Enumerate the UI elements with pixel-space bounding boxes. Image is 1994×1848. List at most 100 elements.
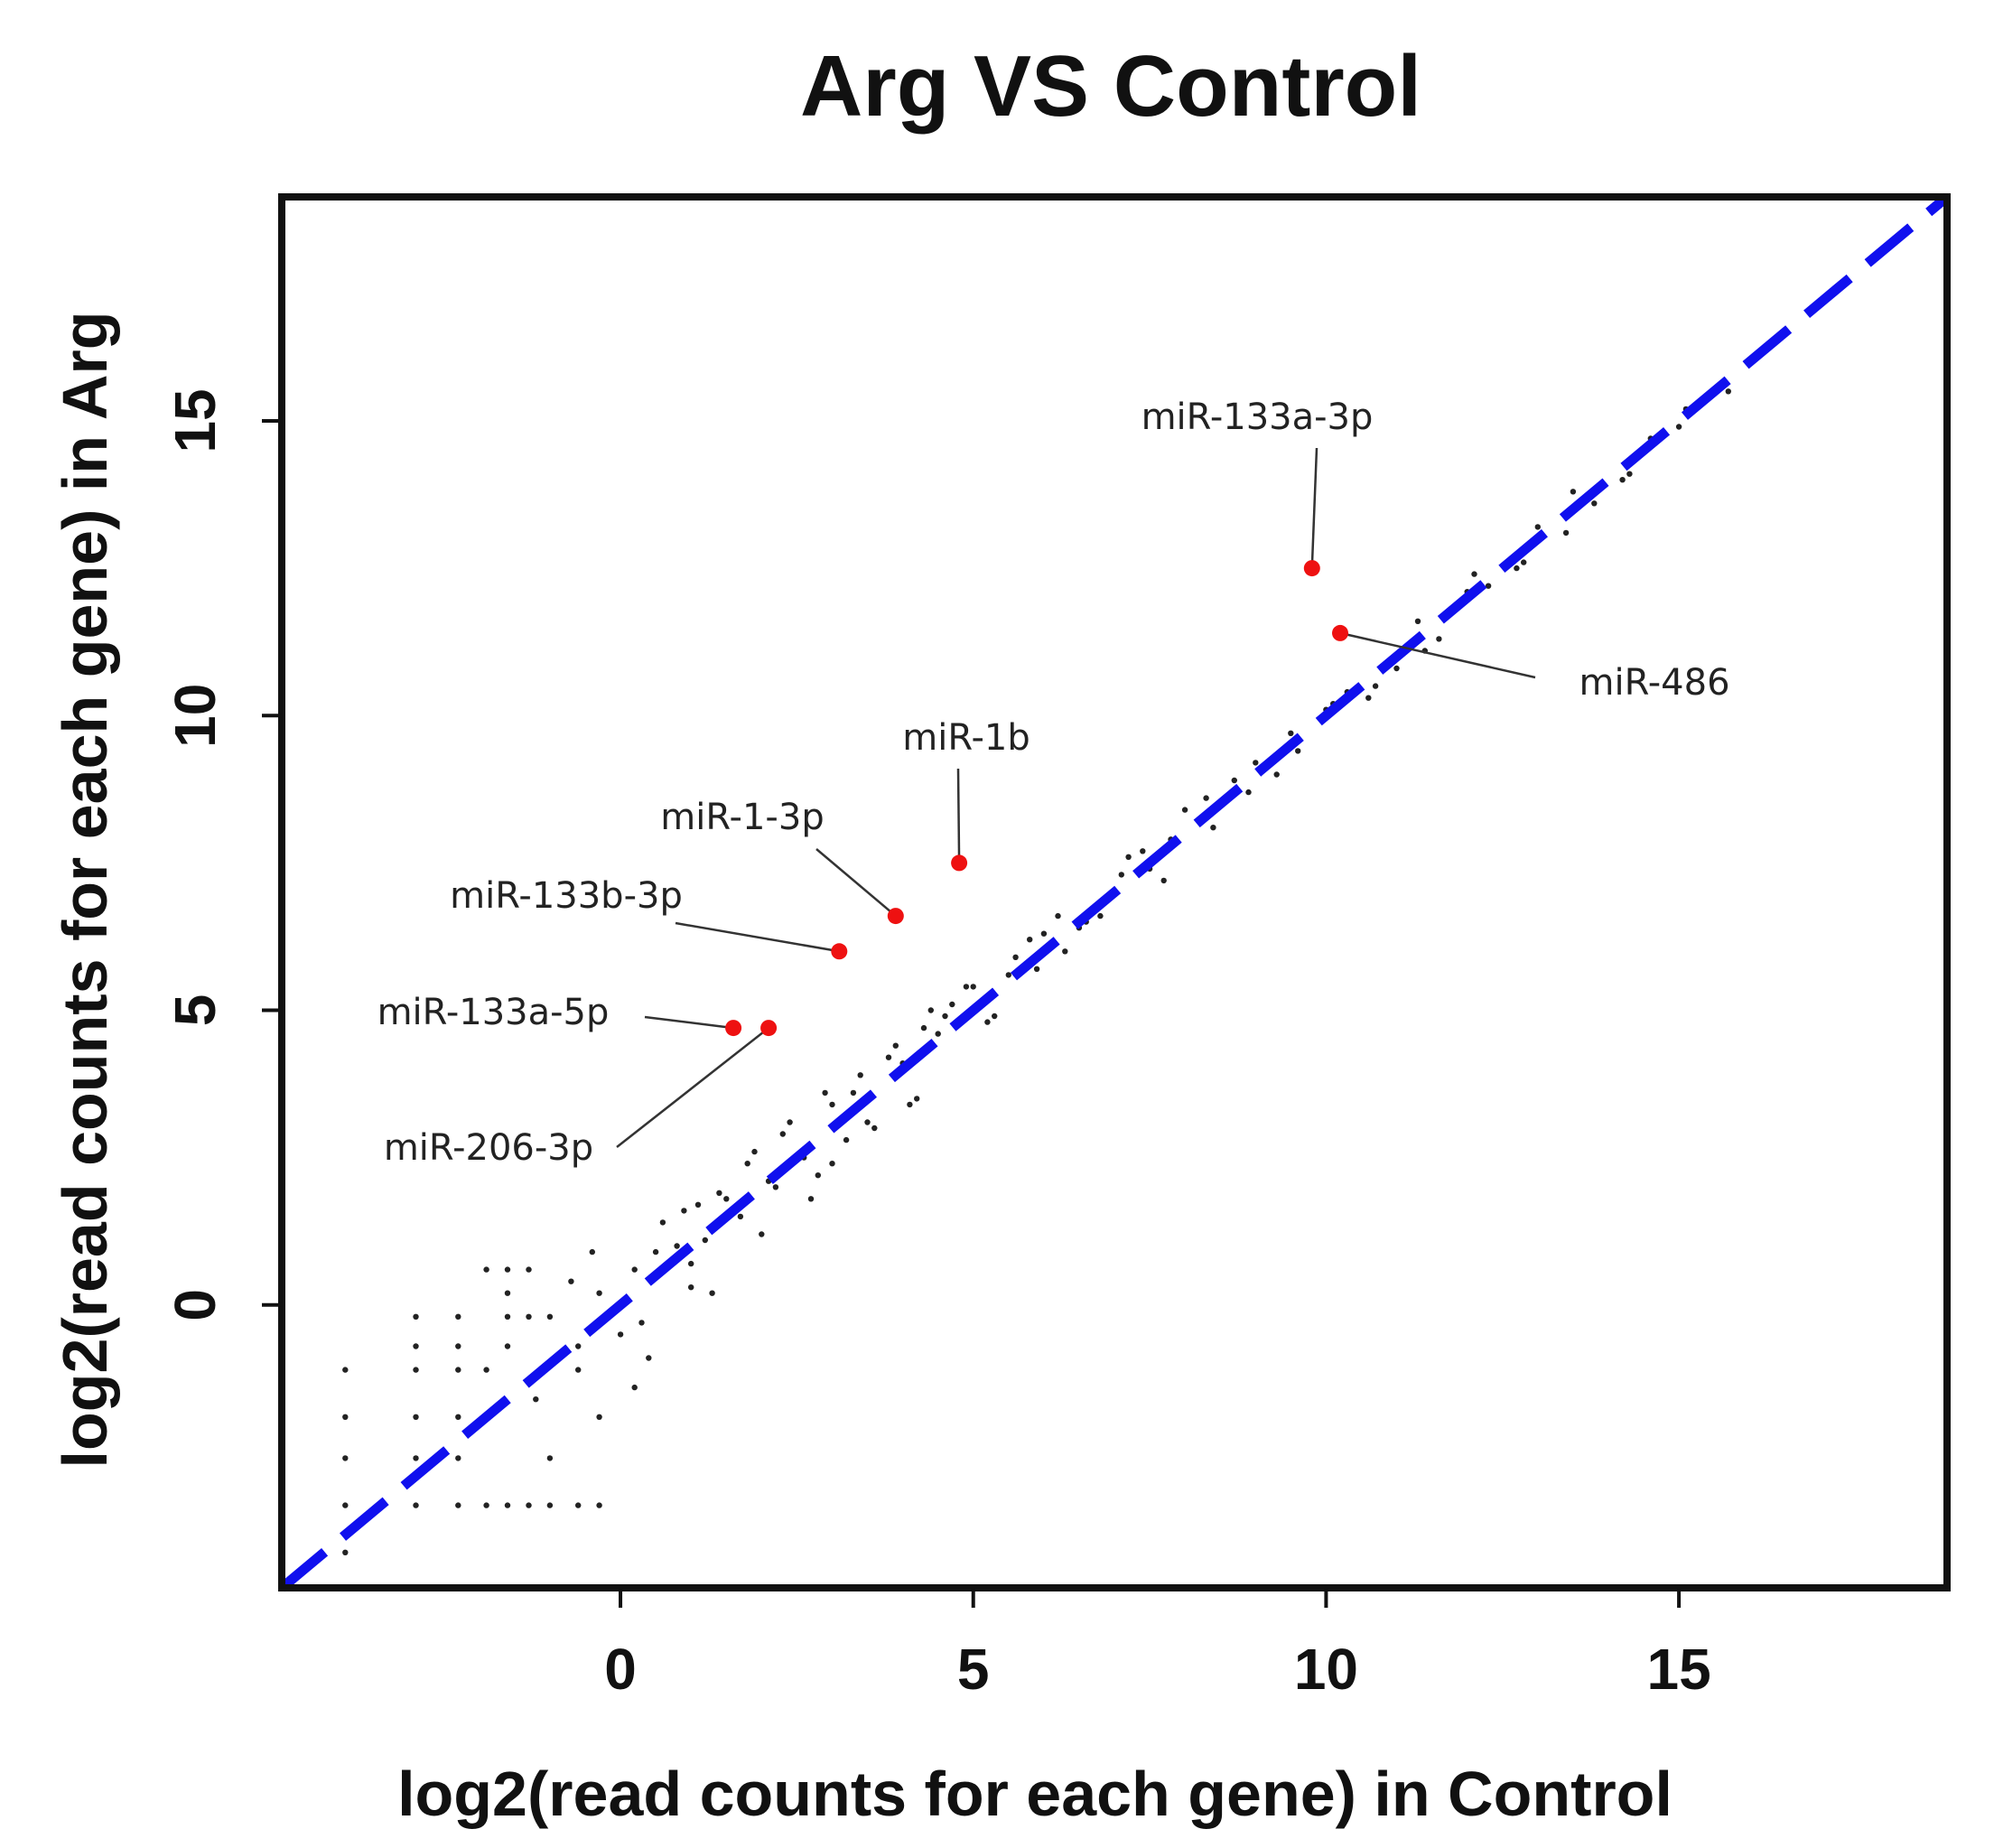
background-point <box>949 1001 955 1008</box>
background-point <box>688 1260 694 1267</box>
background-point <box>1725 388 1732 395</box>
x-axis-label: log2(read counts for each gene) in Contr… <box>397 1759 1673 1829</box>
background-point <box>1619 477 1626 483</box>
background-point <box>413 1455 419 1461</box>
background-point <box>504 1290 511 1296</box>
background-point <box>1231 777 1238 784</box>
background-point <box>1140 848 1146 854</box>
background-point <box>596 1290 602 1296</box>
background-point <box>815 1172 821 1179</box>
annotation-leader-line <box>675 921 840 953</box>
background-point <box>1203 795 1209 801</box>
background-point <box>1055 912 1061 919</box>
background-point <box>759 1231 765 1237</box>
reference-line-group <box>278 192 1951 1592</box>
background-point <box>596 1414 602 1421</box>
y-axis-label: log2(read counts for each gene) in Arg <box>50 312 120 1469</box>
background-point <box>992 1013 998 1020</box>
background-point <box>455 1414 461 1421</box>
annotation-label: miR-133b-3p <box>450 875 683 917</box>
background-point <box>963 984 970 990</box>
background-point <box>631 1266 638 1273</box>
background-point <box>807 1196 815 1202</box>
background-point <box>1471 571 1477 577</box>
background-point <box>1485 583 1492 589</box>
background-point <box>342 1549 349 1556</box>
background-point <box>1514 565 1520 572</box>
background-point <box>688 1284 694 1291</box>
background-point <box>1062 948 1068 955</box>
background-point <box>850 1089 857 1097</box>
background-point <box>892 1042 899 1049</box>
background-point <box>483 1502 489 1508</box>
background-point <box>342 1455 349 1461</box>
background-point <box>596 1502 602 1508</box>
background-point <box>723 1196 730 1202</box>
background-point <box>1521 559 1527 565</box>
annotation-leader-line <box>815 848 897 918</box>
annotation-labels: miR-133a-3p miR-486 miR-1b miR-1-3p miR-133b… <box>377 397 1730 1169</box>
background-point <box>483 1367 489 1373</box>
background-point <box>617 1331 624 1338</box>
y-tick-label: 0 <box>163 1289 228 1321</box>
background-point <box>483 1266 489 1273</box>
background-point <box>779 1131 786 1137</box>
background-point <box>1125 854 1132 860</box>
background-point <box>829 1161 835 1167</box>
highlighted-point <box>887 908 904 925</box>
background-point <box>533 1396 539 1403</box>
background-point <box>413 1313 419 1321</box>
reference-line <box>278 192 1951 1592</box>
highlighted-point <box>760 1020 778 1037</box>
background-point <box>871 1125 878 1132</box>
background-point <box>526 1266 532 1273</box>
annotation-label: miR-133a-3p <box>1141 397 1374 438</box>
background-point <box>575 1502 582 1508</box>
x-tick-label: 15 <box>1646 1637 1710 1702</box>
background-point <box>1626 471 1633 477</box>
background-point <box>1027 937 1033 943</box>
background-point <box>927 1007 935 1013</box>
background-point <box>1295 748 1301 754</box>
annotation-leader-line <box>644 1015 734 1030</box>
background-point <box>546 1455 554 1461</box>
background-point <box>907 1101 913 1108</box>
background-point <box>1118 872 1125 878</box>
background-point <box>1534 524 1542 530</box>
background-point <box>1288 730 1294 736</box>
highlighted-point <box>725 1020 742 1037</box>
background-point <box>716 1190 722 1197</box>
background-point <box>342 1367 349 1373</box>
background-point <box>1012 954 1019 961</box>
background-point <box>413 1502 419 1508</box>
background-point <box>751 1148 758 1155</box>
background-point <box>1160 877 1167 884</box>
annotation-label: miR-133a-5p <box>377 992 610 1033</box>
plot-frame <box>278 193 1951 1591</box>
background-point <box>342 1414 349 1421</box>
highlighted-point <box>1303 560 1320 577</box>
chart-title: Arg VS Control <box>800 38 1421 135</box>
background-point <box>455 1367 461 1373</box>
y-tick-label: 10 <box>163 684 228 748</box>
background-point <box>864 1119 871 1125</box>
highlighted-points <box>725 560 1348 1037</box>
background-point <box>674 1243 680 1249</box>
highlighted-point <box>1332 624 1348 641</box>
x-tick-label: 10 <box>1294 1637 1358 1702</box>
background-point <box>1273 771 1280 778</box>
background-point <box>413 1343 419 1349</box>
background-point <box>942 1013 948 1020</box>
background-point <box>935 1031 941 1037</box>
background-point <box>631 1384 638 1391</box>
background-point <box>455 1455 461 1461</box>
background-point <box>1414 618 1421 624</box>
background-point <box>1181 807 1188 813</box>
background-point <box>914 1096 920 1102</box>
background-point <box>822 1089 828 1097</box>
background-point <box>1562 529 1570 537</box>
background-point <box>659 1219 666 1226</box>
background-point <box>1365 695 1372 701</box>
background-point <box>638 1320 645 1326</box>
